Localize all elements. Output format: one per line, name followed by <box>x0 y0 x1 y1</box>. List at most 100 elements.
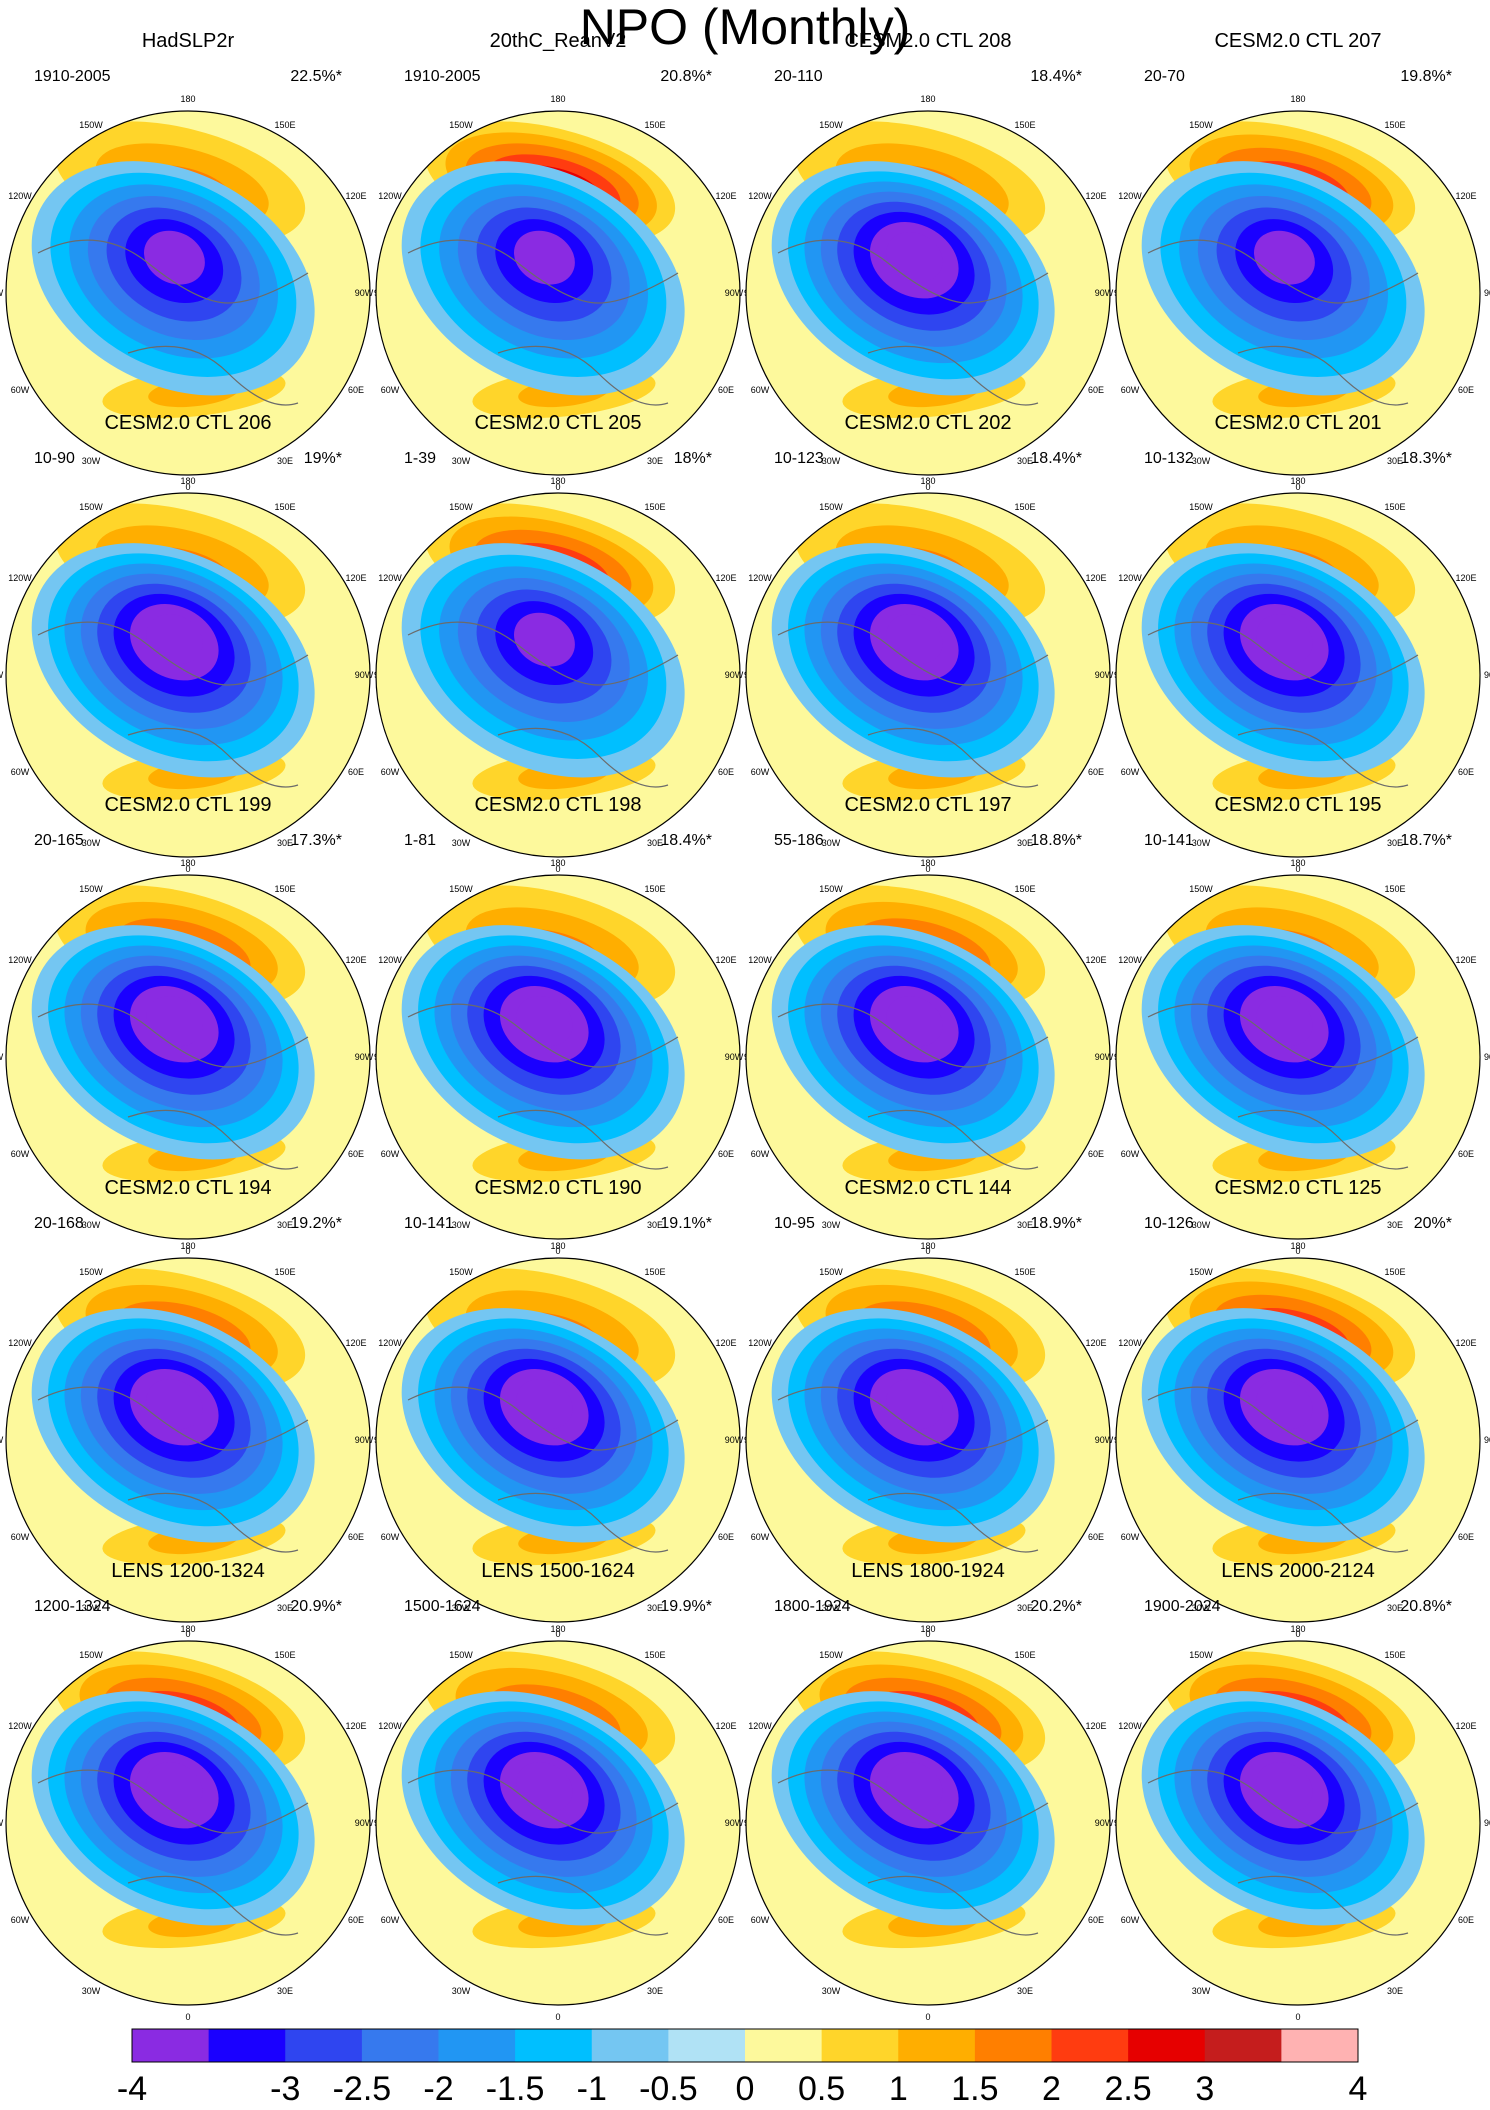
longitude-label: 150E <box>1014 502 1035 512</box>
map-panel: CESM2.0 CTL 201 10-132 18.3%* 180 150E 120E 90… <box>1095 412 1490 874</box>
panel-title: CESM2.0 CTL 198 <box>474 794 641 816</box>
map-boundary <box>5 874 371 1240</box>
coastline <box>127 1492 299 1553</box>
coastline <box>407 1386 679 1451</box>
longitude-label: 90W <box>725 288 744 298</box>
longitude-label: 120W <box>378 191 402 201</box>
longitude-label: 90W <box>725 1435 744 1445</box>
slp-field <box>6 493 370 857</box>
colorbar-swatch <box>591 2029 669 2062</box>
longitude-label: 150W <box>819 1650 843 1660</box>
longitude-label: 150W <box>79 120 103 130</box>
panel-period: 10-123 <box>774 450 824 467</box>
map-boundary <box>1115 874 1481 1240</box>
longitude-label: 180 <box>550 1624 565 1634</box>
map-boundary <box>745 1257 1111 1623</box>
longitude-label: 150W <box>79 502 103 512</box>
panel-variance: 20.8%* <box>660 68 712 85</box>
longitude-label: 0 <box>1295 1246 1300 1256</box>
longitude-label: 120E <box>1455 191 1476 201</box>
longitude-label: 60E <box>1458 767 1474 777</box>
panel-grid: HadSLP2r 1910-2005 22.5%* 180 150E 120E 90E 60E… <box>0 30 1490 2022</box>
low-contour <box>516 996 573 1047</box>
panel-period: 10-141 <box>404 1215 454 1232</box>
longitude-label: 30W <box>452 1603 471 1613</box>
panel-period: 1-39 <box>404 450 436 467</box>
coastline <box>867 1875 1039 1936</box>
map-panel: CESM2.0 CTL 202 10-123 18.4%* 180 150E 120E 90… <box>725 412 1130 874</box>
map-boundary <box>745 492 1111 858</box>
longitude-label: 60E <box>718 767 734 777</box>
longitude-label: 120W <box>1118 1338 1142 1348</box>
panel-variance: 18.4%* <box>1030 450 1082 467</box>
longitude-label: 90W <box>355 1435 374 1445</box>
slp-field <box>746 493 1110 857</box>
longitude-label: 0 <box>185 864 190 874</box>
colorbar-tick-label: 3 <box>1195 2070 1214 2108</box>
low-contour <box>146 996 203 1047</box>
longitude-label: 150E <box>1014 884 1035 894</box>
longitude-label: 120E <box>345 955 366 965</box>
longitude-label: 60W <box>11 385 30 395</box>
longitude-label: 150E <box>274 1267 295 1277</box>
longitude-label: 0 <box>555 1629 560 1639</box>
longitude-label: 90W <box>0 1818 4 1828</box>
longitude-label: 150W <box>79 1267 103 1277</box>
longitude-label: 60E <box>718 1149 734 1159</box>
coastline <box>1237 1875 1409 1936</box>
colorbar-swatch <box>208 2029 286 2062</box>
longitude-label: 120E <box>1455 1721 1476 1731</box>
map-panel: 20thC_ReanV2 1910-2005 20.8%* 180 150E 120E 90… <box>355 30 760 492</box>
longitude-label: 0 <box>185 1629 190 1639</box>
coastline <box>497 1875 669 1936</box>
coastline <box>407 621 679 686</box>
longitude-label: 30E <box>647 1220 663 1230</box>
colorbar-swatch <box>285 2029 363 2062</box>
longitude-label: 150W <box>819 884 843 894</box>
coastline <box>777 1003 1049 1068</box>
longitude-label: 180 <box>920 858 935 868</box>
low-contour <box>516 1762 573 1813</box>
panel-variance: 22.5%* <box>290 68 342 85</box>
map-boundary <box>5 1257 371 1623</box>
longitude-label: 150W <box>449 502 473 512</box>
longitude-label: 150E <box>644 884 665 894</box>
longitude-label: 120W <box>748 1338 772 1348</box>
longitude-label: 120W <box>1118 1721 1142 1731</box>
longitude-label: 30E <box>277 1220 293 1230</box>
longitude-label: 30W <box>1192 456 1211 466</box>
colorbar-tick-label: -1 <box>577 2070 607 2108</box>
colorbar: -4 -3 -2.5 -2 -1.5 -1 -0.5 0 0.5 1 1.5 2 2.5 3 4 <box>117 2028 1367 2108</box>
longitude-label: 90W <box>0 1052 4 1062</box>
map-boundary <box>5 492 371 858</box>
panel-title: CESM2.0 CTL 125 <box>1214 1177 1381 1199</box>
longitude-label: 60W <box>751 1532 770 1542</box>
longitude-label: 120E <box>345 1338 366 1348</box>
longitude-label: 90W <box>355 1052 374 1062</box>
longitude-label: 30W <box>1192 1603 1211 1613</box>
longitude-label: 60E <box>1088 1149 1104 1159</box>
longitude-label: 180 <box>920 476 935 486</box>
longitude-label: 30E <box>647 838 663 848</box>
panel-title: CESM2.0 CTL 194 <box>104 1177 271 1199</box>
colorbar-swatch <box>668 2029 746 2062</box>
panel-title: LENS 1500-1624 <box>481 1560 634 1582</box>
longitude-label: 60E <box>1458 1915 1474 1925</box>
panel-variance: 18.4%* <box>1030 68 1082 85</box>
longitude-label: 150W <box>79 884 103 894</box>
coastline <box>1237 345 1409 406</box>
longitude-label: 120E <box>1085 1721 1106 1731</box>
slp-field <box>746 875 1110 1239</box>
longitude-label: 30W <box>1192 1220 1211 1230</box>
longitude-label: 0 <box>555 482 560 492</box>
longitude-label: 120E <box>715 191 736 201</box>
longitude-label: 60E <box>718 385 734 395</box>
panel-variance: 18.7%* <box>1400 832 1452 849</box>
longitude-label: 90W <box>0 288 4 298</box>
longitude-label: 120W <box>748 955 772 965</box>
colorbar-swatch <box>898 2029 976 2062</box>
longitude-label: 90W <box>355 288 374 298</box>
map-boundary <box>1115 1257 1481 1623</box>
longitude-label: 90W <box>1095 1435 1114 1445</box>
coastline <box>37 621 309 686</box>
